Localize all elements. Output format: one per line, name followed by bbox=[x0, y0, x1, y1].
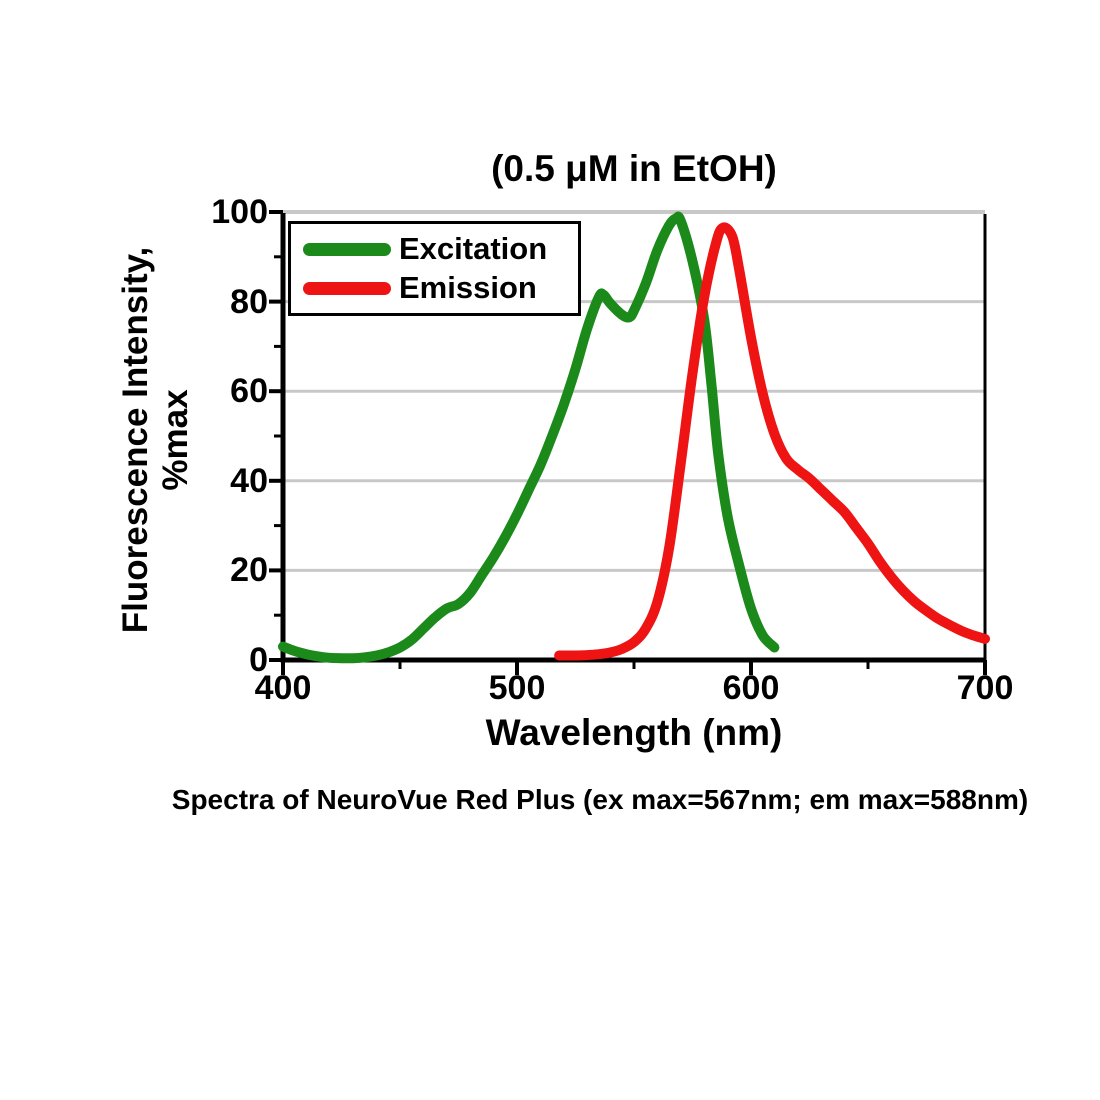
x-tick-label-500: 500 bbox=[488, 669, 546, 707]
y-tick-label-40: 40 bbox=[230, 462, 268, 500]
emission-curve bbox=[554, 222, 990, 661]
y-tick-label-60: 60 bbox=[230, 372, 268, 410]
y-tick-label-20: 20 bbox=[230, 551, 268, 589]
legend-item-emission: Emission bbox=[303, 272, 568, 304]
excitation-line-swatch bbox=[303, 242, 391, 256]
y-tick-label-80: 80 bbox=[230, 283, 268, 321]
x-tick-label-600: 600 bbox=[722, 669, 780, 707]
x-axis-label: Wavelength (nm) bbox=[485, 712, 783, 753]
excitation-curve bbox=[278, 211, 780, 664]
y-tick-label-100: 100 bbox=[211, 193, 268, 231]
x-tick-label-700: 700 bbox=[956, 669, 1014, 707]
figure-caption: Spectra of NeuroVue Red Plus (ex max=567… bbox=[171, 784, 1029, 815]
legend-box: Excitation Emission bbox=[288, 221, 581, 316]
emission-line-swatch bbox=[303, 281, 391, 295]
legend-label-excitation: Excitation bbox=[399, 231, 548, 266]
legend-item-excitation: Excitation bbox=[303, 233, 568, 265]
chart-title: (0.5 μM in EtOH) bbox=[491, 148, 777, 189]
y-tick-label-0: 0 bbox=[249, 641, 268, 679]
legend-label-emission: Emission bbox=[399, 270, 537, 305]
x-tick-label-400: 400 bbox=[254, 669, 312, 707]
